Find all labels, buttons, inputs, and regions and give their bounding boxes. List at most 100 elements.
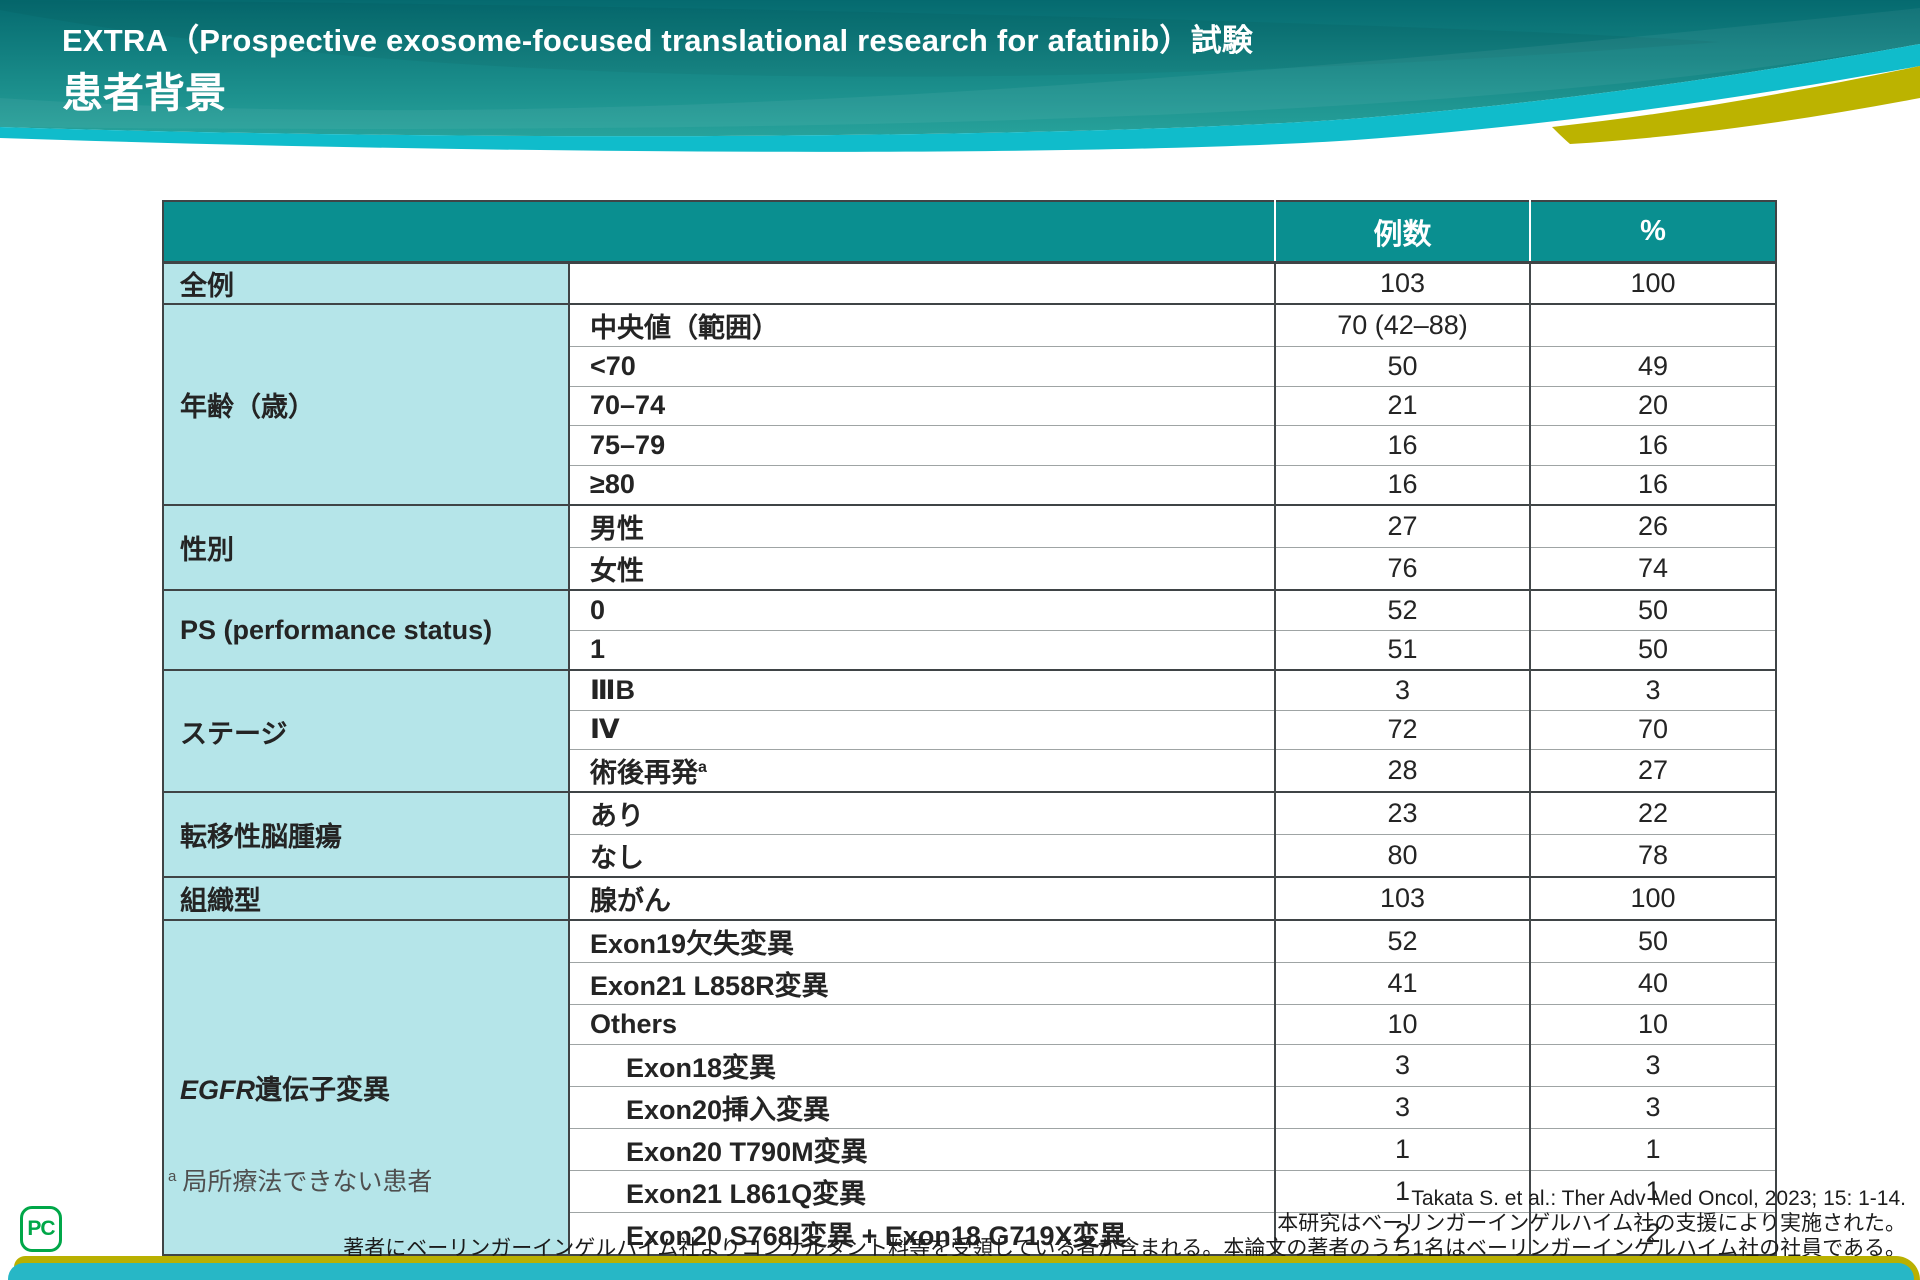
count-cell: 10: [1274, 1004, 1530, 1044]
subcategory-cell: Exon20 T790M変異: [569, 1127, 1275, 1170]
table-row: 組織型 腺がん 103 100: [163, 876, 1776, 920]
percent-cell: 50: [1529, 589, 1776, 630]
patient-background-table: 例数 % 全例 103 100 年齢（歳） 中央値（範囲） 70 (42–88): [162, 200, 1777, 1256]
count-cell: 21: [1274, 385, 1530, 426]
column-header-count: 例数: [1274, 201, 1530, 264]
table-row: 1 51 50: [163, 629, 1776, 670]
count-cell: 2: [1274, 1211, 1530, 1255]
page-title: 患者背景: [62, 69, 226, 116]
footnote-text: 局所療法できない患者: [182, 1168, 433, 1196]
table-row: Exon21 L858R変異 41 40: [163, 962, 1776, 1005]
table-row: EGFR遺伝子変異 Exon19欠失変異 52 50: [163, 919, 1776, 1255]
percent-cell: 50: [1529, 629, 1776, 670]
table-row: 全例 103 100: [163, 261, 1776, 304]
category-cell: 転移性脳腫瘍: [163, 791, 570, 877]
count-cell: 72: [1274, 709, 1530, 750]
subcategory-cell: Exon19欠失変異: [569, 919, 1275, 963]
percent-cell: 1: [1529, 1169, 1776, 1212]
count-cell: 52: [1274, 589, 1530, 630]
percent-cell: 100: [1529, 261, 1776, 304]
category-cell: 全例: [163, 261, 570, 304]
percent-cell: 40: [1529, 962, 1776, 1005]
percent-cell: 20: [1529, 385, 1776, 426]
subcategory-cell: Exon21 L858R変異: [569, 962, 1275, 1005]
study-title: EXTRA（Prospective exosome-focused transl…: [62, 23, 1253, 58]
count-cell: 103: [1274, 261, 1530, 304]
table-row: 75–79 16 16: [163, 425, 1776, 465]
percent-cell: 3: [1529, 669, 1776, 710]
header-swoosh-graphic: [0, 0, 1920, 152]
table-row: ≥80 16 16: [163, 464, 1776, 505]
subcategory-cell: 中央値（範囲）: [569, 303, 1275, 347]
subcategory-cell: Exon21 L861Q変異: [569, 1169, 1275, 1212]
count-cell: 70 (42–88): [1274, 303, 1530, 347]
table-row: 女性 76 74: [163, 547, 1776, 590]
category-cell: PS (performance status): [163, 589, 570, 670]
subcategory-cell: [569, 261, 1275, 304]
subcategory-cell: 1: [569, 629, 1275, 670]
count-cell: 3: [1274, 1043, 1530, 1086]
percent-cell: 27: [1529, 749, 1776, 792]
citation-disclosure: 著者にベーリンガーインゲルハイム社よりコンサルタント料等を受領している者が含まれ…: [343, 1237, 1906, 1260]
table-row: Exon20 S768I変異 + Exon18 G719X変異 2 2: [163, 1211, 1776, 1255]
patient-background-table-wrap: 例数 % 全例 103 100 年齢（歳） 中央値（範囲） 70 (42–88): [162, 200, 1777, 1256]
table-row: Exon18変異 3 3: [163, 1043, 1776, 1086]
subcategory-cell: ≥80: [569, 464, 1275, 505]
header-band: EXTRA（Prospective exosome-focused transl…: [0, 0, 1920, 200]
percent-cell: 70: [1529, 709, 1776, 750]
percent-cell: 49: [1529, 346, 1776, 386]
category-label: 遺伝子変異: [255, 1074, 391, 1105]
table-row: PS (performance status) 0 52 50: [163, 589, 1776, 670]
subcategory-cell: Others: [569, 1004, 1275, 1044]
subcategory-cell: 70–74: [569, 385, 1275, 426]
subcategory-cell: ⅢB: [569, 669, 1275, 710]
subcategory-label: 術後再発: [590, 758, 698, 788]
count-cell: 3: [1274, 669, 1530, 710]
table-row: Ⅳ 72 70: [163, 709, 1776, 750]
percent-cell: 16: [1529, 425, 1776, 465]
subcategory-cell: 男性: [569, 504, 1275, 548]
category-cell: 性別: [163, 504, 570, 590]
pc-logo: PC: [20, 1206, 62, 1252]
table-row: Exon20 T790M変異 1 1: [163, 1127, 1776, 1170]
percent-cell: 3: [1529, 1043, 1776, 1086]
category-cell: 組織型: [163, 876, 570, 920]
category-label-italic: EGFR: [180, 1074, 256, 1105]
count-cell: 50: [1274, 346, 1530, 386]
count-cell: 27: [1274, 504, 1530, 548]
table-row: Others 10 10: [163, 1004, 1776, 1044]
percent-cell: 1: [1529, 1127, 1776, 1170]
table-corner-cell: [163, 201, 1275, 264]
percent-cell: 22: [1529, 791, 1776, 835]
pc-logo-text: PC: [27, 1217, 55, 1240]
percent-cell: 16: [1529, 464, 1776, 505]
table-row: 年齢（歳） 中央値（範囲） 70 (42–88): [163, 303, 1776, 505]
percent-cell: 10: [1529, 1004, 1776, 1044]
count-cell: 76: [1274, 547, 1530, 590]
table-row: 性別 男性 27 26: [163, 504, 1776, 590]
citation-block: Takata S. et al.: Ther Adv Med Oncol, 20…: [343, 1186, 1906, 1261]
subcategory-cell: Exon20挿入変異: [569, 1085, 1275, 1128]
percent-cell: 74: [1529, 547, 1776, 590]
table-row: 70–74 21 20: [163, 385, 1776, 426]
subcategory-cell: なし: [569, 834, 1275, 877]
subcategory-cell: 女性: [569, 547, 1275, 590]
subcategory-cell: あり: [569, 791, 1275, 835]
count-cell: 28: [1274, 749, 1530, 792]
table-row: なし 80 78: [163, 834, 1776, 877]
percent-cell: [1529, 303, 1776, 347]
percent-cell: 50: [1529, 919, 1776, 963]
percent-cell: 26: [1529, 504, 1776, 548]
count-cell: 1: [1274, 1169, 1530, 1212]
table-header-row: 例数 %: [163, 201, 1776, 264]
category-cell: ステージ: [163, 669, 570, 792]
category-cell: EGFR遺伝子変異: [163, 919, 570, 1255]
table-row: 転移性脳腫瘍 あり 23 22: [163, 791, 1776, 877]
subcategory-cell: Ⅳ: [569, 709, 1275, 750]
subcategory-cell: 術後再発a: [569, 749, 1275, 792]
footnote: a 局所療法できない患者: [168, 1162, 432, 1198]
count-cell: 80: [1274, 834, 1530, 877]
percent-cell: 2: [1529, 1211, 1776, 1255]
count-cell: 16: [1274, 425, 1530, 465]
